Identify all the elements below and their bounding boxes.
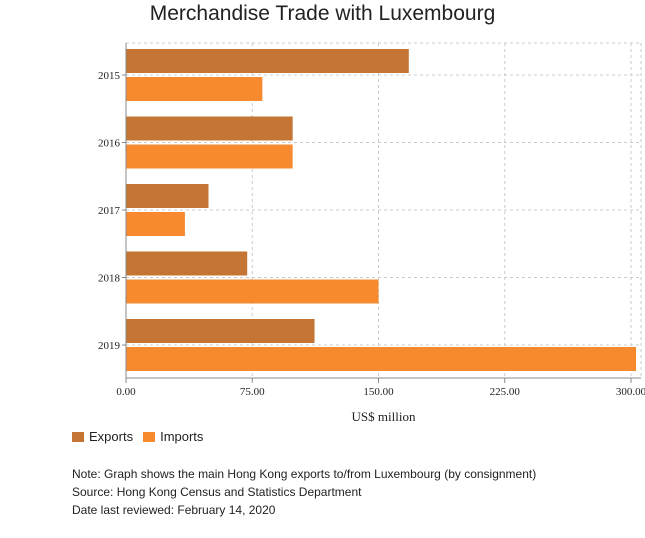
legend-item-exports[interactable]: Exports	[72, 429, 133, 444]
bar-imports-2019	[126, 347, 637, 371]
x-tick-label: 75.00	[240, 386, 265, 398]
y-tick-label: 2018	[98, 273, 121, 285]
source-text: Source: Hong Kong Census and Statistics …	[72, 485, 362, 499]
legend-label-imports: Imports	[160, 429, 204, 444]
x-tick-label: 300.00	[616, 386, 645, 398]
y-tick-label: 2017	[98, 205, 121, 217]
legend-swatch-imports	[143, 431, 156, 442]
axes: 2015 2016 2017 2018 2019 0.00 75.00 150.00 225.0…	[98, 43, 645, 398]
bar-exports-2018	[126, 251, 248, 276]
bar-imports-2015	[126, 77, 263, 101]
bar-imports-2016	[126, 144, 293, 169]
bar-imports-2017	[126, 212, 185, 236]
reviewed-date: Date last reviewed: February 14, 2020	[72, 503, 276, 517]
legend-item-imports[interactable]: Imports	[143, 429, 203, 444]
y-tick-label: 2015	[98, 70, 121, 82]
y-tick-label: 2016	[98, 138, 121, 150]
bar-exports-2015	[126, 49, 409, 73]
bars	[126, 49, 637, 371]
chart-title: Merchandise Trade with Luxembourg	[149, 2, 496, 25]
x-tick-label: 150.00	[363, 386, 394, 398]
legend-label-exports: Exports	[89, 429, 134, 444]
x-tick-label: 0.00	[116, 386, 136, 398]
legend: Exports Imports	[72, 429, 203, 444]
legend-swatch-exports	[72, 431, 84, 442]
bar-imports-2018	[126, 279, 379, 304]
chart-notes: Note: Graph shows the main Hong Kong exp…	[72, 465, 536, 519]
grid-lines	[126, 42, 642, 378]
x-axis-title: US$ million	[352, 409, 416, 424]
bar-exports-2019	[126, 319, 315, 343]
bar-chart: 2015 2016 2017 2018 2019 0.00 75.00 150.00 225.0…	[98, 42, 645, 424]
y-tick-label: 2019	[98, 340, 121, 352]
x-tick-label: 225.00	[490, 386, 521, 398]
bar-exports-2017	[126, 184, 209, 208]
note-text: Note: Graph shows the main Hong Kong exp…	[72, 467, 537, 481]
bar-exports-2016	[126, 116, 293, 141]
